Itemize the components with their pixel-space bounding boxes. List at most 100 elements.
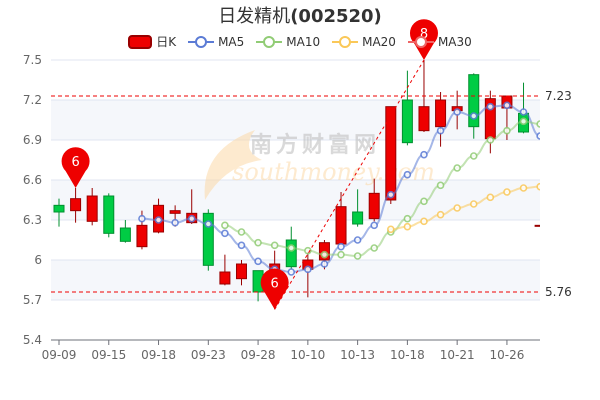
ma-point xyxy=(486,102,495,111)
candle xyxy=(70,188,82,223)
candle-body xyxy=(352,211,364,225)
ma-point xyxy=(154,216,163,224)
candle xyxy=(435,92,447,147)
pin-label: 6 xyxy=(71,155,79,170)
ma-point xyxy=(138,214,146,223)
ma-point xyxy=(287,244,296,252)
legend-item-ma10[interactable]: MA10 xyxy=(256,35,320,49)
y-tick-label: 7.2 xyxy=(23,93,42,107)
candle xyxy=(401,70,413,146)
legend-item-ma5[interactable]: MA5 xyxy=(188,35,244,49)
x-tick-label: 09-28 xyxy=(241,348,276,362)
ma-point xyxy=(320,260,329,268)
legend-label: 日K xyxy=(156,35,177,49)
candle xyxy=(385,106,397,204)
candle xyxy=(534,224,540,227)
y-tick-label: 6.3 xyxy=(23,213,42,227)
ma-point xyxy=(320,250,329,259)
x-tick-label: 10-26 xyxy=(489,348,524,362)
candle-body xyxy=(534,224,540,227)
candle xyxy=(219,254,231,286)
candle-body xyxy=(285,239,297,268)
x-tick-label: 10-18 xyxy=(390,348,425,362)
legend-label: MA10 xyxy=(286,34,321,49)
ma-point xyxy=(353,236,362,244)
ma-point xyxy=(469,200,478,208)
legend-item-ma20[interactable]: MA20 xyxy=(332,35,396,49)
candle-body xyxy=(235,263,247,280)
ma-point xyxy=(536,120,540,128)
ma-point xyxy=(187,214,196,223)
line-legend-icon xyxy=(407,35,434,48)
ma-point xyxy=(436,210,445,219)
ma-point xyxy=(503,126,511,135)
title-code: (002520) xyxy=(290,6,382,27)
ma-point xyxy=(486,193,495,202)
legend-item-ma30[interactable]: MA30 xyxy=(407,34,472,49)
x-tick-label: 10-21 xyxy=(440,348,475,362)
ma-point xyxy=(503,188,511,196)
ma-point xyxy=(254,238,262,247)
ma-point xyxy=(469,152,478,160)
candle-body xyxy=(86,195,98,222)
watermark-text-en: southmoney.com xyxy=(232,158,435,186)
candle xyxy=(368,178,380,222)
x-tick-label: 09-15 xyxy=(91,348,126,362)
ma-point xyxy=(503,101,511,110)
candle-body xyxy=(169,210,181,214)
y-tick-label: 6 xyxy=(34,253,42,267)
ma-point xyxy=(536,182,540,191)
mark-line-label: 7.23 xyxy=(545,89,572,103)
ma-point xyxy=(221,229,229,238)
legend-label: MA30 xyxy=(437,34,472,49)
candle-body xyxy=(103,195,115,234)
watermark-swoosh xyxy=(204,130,262,200)
x-tick-label: 09-09 xyxy=(42,348,77,362)
ma-point xyxy=(420,197,428,206)
ma-point xyxy=(171,218,179,227)
y-tick-label: 6.6 xyxy=(23,173,42,187)
ma-point xyxy=(486,136,495,144)
mark-point-pin: 6 xyxy=(260,268,289,310)
ma-point xyxy=(469,112,478,120)
trend-line xyxy=(274,59,425,310)
line-legend-icon xyxy=(188,35,215,48)
grid-band xyxy=(51,180,540,220)
candle xyxy=(235,260,247,286)
ma-point xyxy=(386,190,395,199)
ma-point xyxy=(403,222,412,231)
ma-point xyxy=(403,214,412,223)
ma-point xyxy=(221,221,229,230)
candle-body xyxy=(119,227,131,242)
ma-point xyxy=(386,225,395,234)
candle-body xyxy=(219,271,231,285)
candle-body xyxy=(401,99,413,144)
line-legend-icon xyxy=(256,35,283,48)
ma-point xyxy=(204,220,213,228)
ma-point xyxy=(337,250,345,259)
ma-point xyxy=(436,181,445,190)
candle xyxy=(202,209,214,271)
ma-point xyxy=(254,257,262,266)
candle-body xyxy=(368,192,380,220)
candle-body xyxy=(202,212,214,266)
x-tick-label: 10-13 xyxy=(340,348,375,362)
candle-body xyxy=(53,204,65,213)
candle-body xyxy=(418,106,430,132)
legend-item-k[interactable]: 日K xyxy=(128,33,176,50)
ma-point xyxy=(370,244,379,252)
ma-point xyxy=(519,108,528,116)
ma-point xyxy=(304,265,312,274)
mark-point-pin: 6 xyxy=(61,147,90,188)
y-tick-label: 7.5 xyxy=(23,53,42,67)
mark-line-label: 5.76 xyxy=(545,285,572,299)
candle xyxy=(103,193,115,238)
x-tick-label: 10-10 xyxy=(290,348,325,362)
pin-label: 8 xyxy=(420,27,428,42)
candle xyxy=(53,198,65,227)
ma-point xyxy=(453,164,461,172)
candle-body xyxy=(70,198,82,212)
pin-label: 6 xyxy=(271,276,279,291)
x-tick-label: 09-23 xyxy=(191,348,226,362)
ma-point xyxy=(270,241,279,250)
